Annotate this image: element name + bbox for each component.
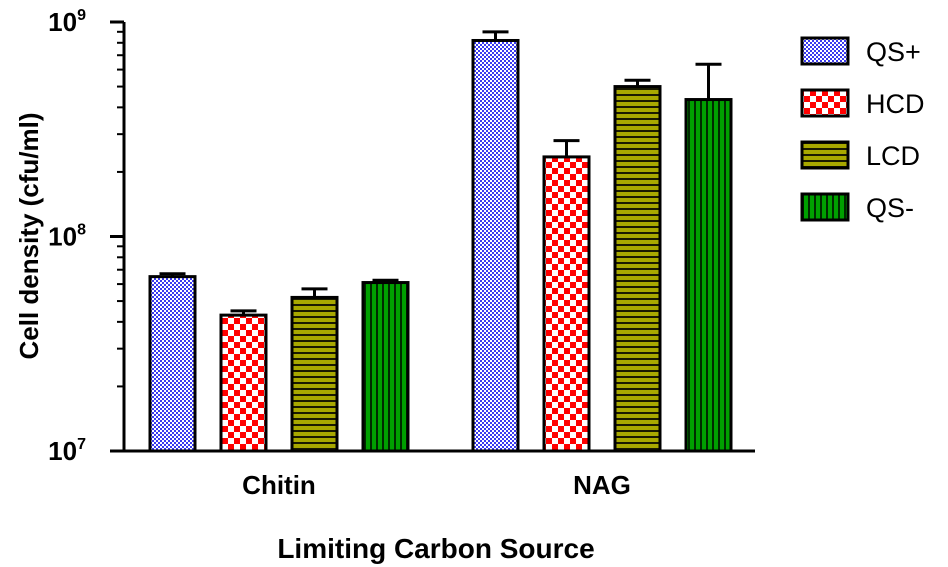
- y-ticks: 107 108 109: [48, 7, 124, 466]
- x-axis-title: Limiting Carbon Source: [277, 533, 594, 564]
- error-bar: [230, 309, 257, 316]
- bar-chitin-qsplus: [148, 275, 197, 453]
- error-bar: [301, 287, 328, 298]
- error-bars-layer: [159, 30, 722, 316]
- y-axis-title: Cell density (cfu/ml): [14, 112, 44, 359]
- legend-item: LCD: [800, 140, 920, 171]
- error-bar: [624, 78, 651, 87]
- x-tick-label-chitin: Chitin: [242, 470, 316, 500]
- legend-label: HCD: [866, 89, 925, 119]
- legend-item: HCD: [800, 88, 925, 119]
- error-bar: [695, 62, 722, 100]
- error-bar: [482, 30, 509, 41]
- legend: QS+ HCD LCD QS-: [800, 36, 925, 223]
- bar-chitin-qsminus: [361, 281, 410, 453]
- bar-chitin-lcd: [290, 295, 339, 453]
- bar-nag-qsplus: [471, 38, 520, 453]
- y-tick-label: 108: [48, 222, 86, 252]
- legend-swatch: [800, 88, 850, 118]
- bar-nag-lcd: [613, 85, 662, 453]
- legend-label: LCD: [866, 141, 920, 171]
- bar-nag-qsminus: [684, 98, 733, 453]
- error-bar: [372, 278, 399, 283]
- legend-item: QS+: [800, 36, 921, 67]
- bar-chitin-hcd: [219, 313, 268, 453]
- legend-swatch: [800, 36, 850, 66]
- y-tick-label: 107: [48, 436, 86, 466]
- legend-swatch: [800, 140, 850, 170]
- error-bar: [159, 272, 186, 277]
- x-tick-label-nag: NAG: [573, 470, 631, 500]
- bars-layer: [148, 38, 733, 453]
- legend-label: QS+: [866, 37, 921, 67]
- y-tick-label: 109: [48, 7, 86, 37]
- error-bar: [553, 139, 580, 157]
- legend-item: QS-: [800, 192, 914, 223]
- bar-nag-hcd: [542, 155, 591, 453]
- legend-swatch: [800, 192, 850, 222]
- x-ticks: Chitin NAG: [242, 470, 631, 500]
- legend-label: QS-: [866, 193, 914, 223]
